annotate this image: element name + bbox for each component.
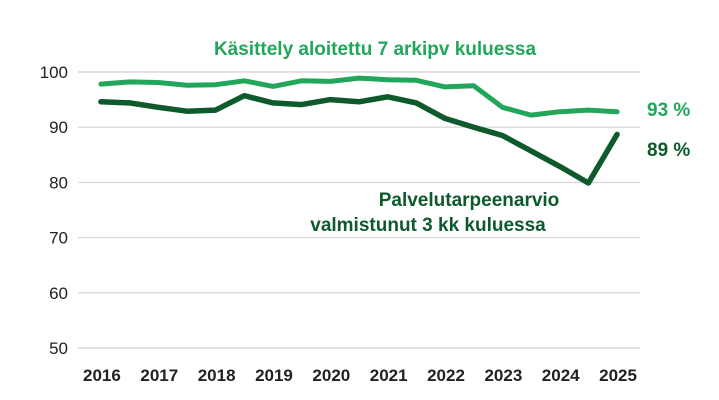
y-tick-label: 60	[49, 284, 68, 303]
x-tick-label: 2020	[312, 366, 350, 385]
end-label-palvelutarpeenarvio: 89 %	[647, 140, 690, 161]
gridlines	[78, 71, 640, 349]
series-label-palvelutarpeenarvio-line2: valmistunut 3 kk kuluessa	[310, 215, 546, 236]
x-tick-label: 2024	[542, 366, 580, 385]
x-tick-label: 2016	[83, 366, 121, 385]
y-axis-ticks: 50 60 70 80 90 100	[40, 63, 68, 358]
y-tick-label: 100	[40, 63, 68, 82]
y-tick-label: 70	[49, 229, 68, 248]
x-tick-label: 2018	[198, 366, 236, 385]
x-tick-label: 2025	[599, 366, 637, 385]
y-tick-label: 50	[49, 339, 68, 358]
series-label-kasittely: Käsittely aloitettu 7 arkipv kuluessa	[214, 39, 537, 60]
x-axis-ticks: 2016 2017 2018 2019 2020 2021 2022 2023 2024 2025	[83, 366, 637, 385]
x-tick-label: 2019	[255, 366, 293, 385]
y-tick-label: 80	[49, 173, 68, 192]
x-tick-label: 2017	[140, 366, 178, 385]
x-tick-label: 2022	[427, 366, 465, 385]
series-lines	[98, 75, 620, 186]
x-tick-label: 2021	[370, 366, 408, 385]
x-tick-label: 2023	[484, 366, 522, 385]
series-line-0	[98, 75, 620, 118]
series-label-palvelutarpeenarvio-line1: Palvelutarpeenarvio	[379, 190, 560, 211]
y-tick-label: 90	[49, 118, 68, 137]
end-label-kasittely: 93 %	[647, 100, 690, 121]
series-line-1	[98, 92, 620, 186]
